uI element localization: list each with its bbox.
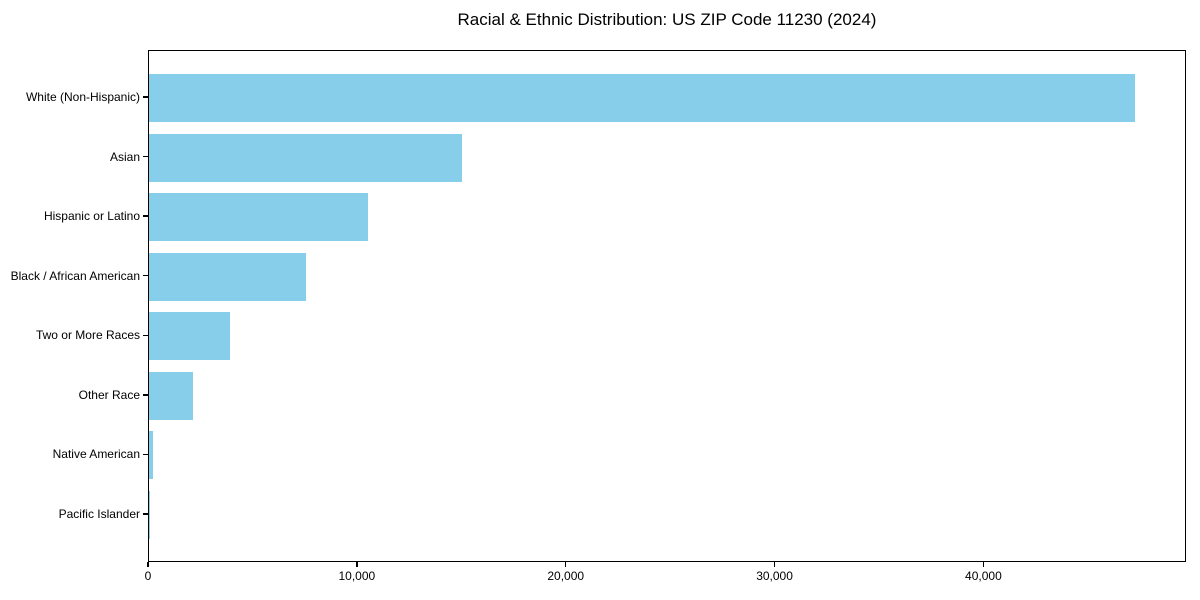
y-tick-mark — [143, 513, 148, 515]
x-tick-label-40-000: 40,000 — [965, 569, 1002, 583]
y-tick-label-pacific-islander: Pacific Islander — [58, 506, 140, 521]
x-tick-mark — [773, 562, 776, 567]
y-tick-mark — [143, 274, 148, 277]
y-tick-label-black-african-american: Black / African American — [10, 268, 140, 283]
bar-white-non-hispanic — [149, 74, 1135, 122]
y-tick-mark — [143, 155, 148, 158]
x-tick-mark — [147, 562, 149, 567]
y-tick-mark — [143, 394, 148, 396]
y-tick-label-white-non-hispanic: White (Non-Hispanic) — [25, 90, 140, 104]
x-tick-mark — [564, 562, 567, 567]
bar-native-american — [149, 431, 154, 480]
x-tick-mark — [356, 562, 358, 567]
x-tick-mark — [982, 562, 985, 567]
x-tick-label-10-000: 10,000 — [338, 569, 376, 583]
bar-pacific-islander — [149, 490, 150, 539]
bar-asian — [149, 133, 463, 182]
bar-other-race — [149, 371, 193, 420]
y-tick-mark — [143, 334, 148, 337]
y-tick-label-asian: Asian — [109, 149, 140, 164]
y-tick-label-other-race: Other Race — [78, 387, 140, 402]
x-tick-label-30-000: 30,000 — [756, 569, 793, 583]
y-tick-label-native-american: Native American — [52, 447, 140, 462]
chart-title: Racial & Ethnic Distribution: US ZIP Cod… — [457, 10, 877, 29]
plot-area — [148, 50, 1186, 562]
x-tick-label-20-000: 20,000 — [547, 569, 585, 583]
bar-hispanic-or-latino — [149, 193, 369, 242]
y-tick-mark — [143, 96, 148, 98]
y-tick-label-two-or-more-races: Two or More Races — [35, 328, 140, 343]
x-tick-label-0: 0 — [144, 569, 152, 583]
y-tick-mark — [143, 215, 148, 217]
y-tick-mark — [143, 453, 148, 456]
bar-two-or-more-races — [149, 312, 231, 361]
y-tick-label-hispanic-or-latino: Hispanic or Latino — [43, 209, 140, 224]
bar-black-african-american — [149, 252, 306, 301]
